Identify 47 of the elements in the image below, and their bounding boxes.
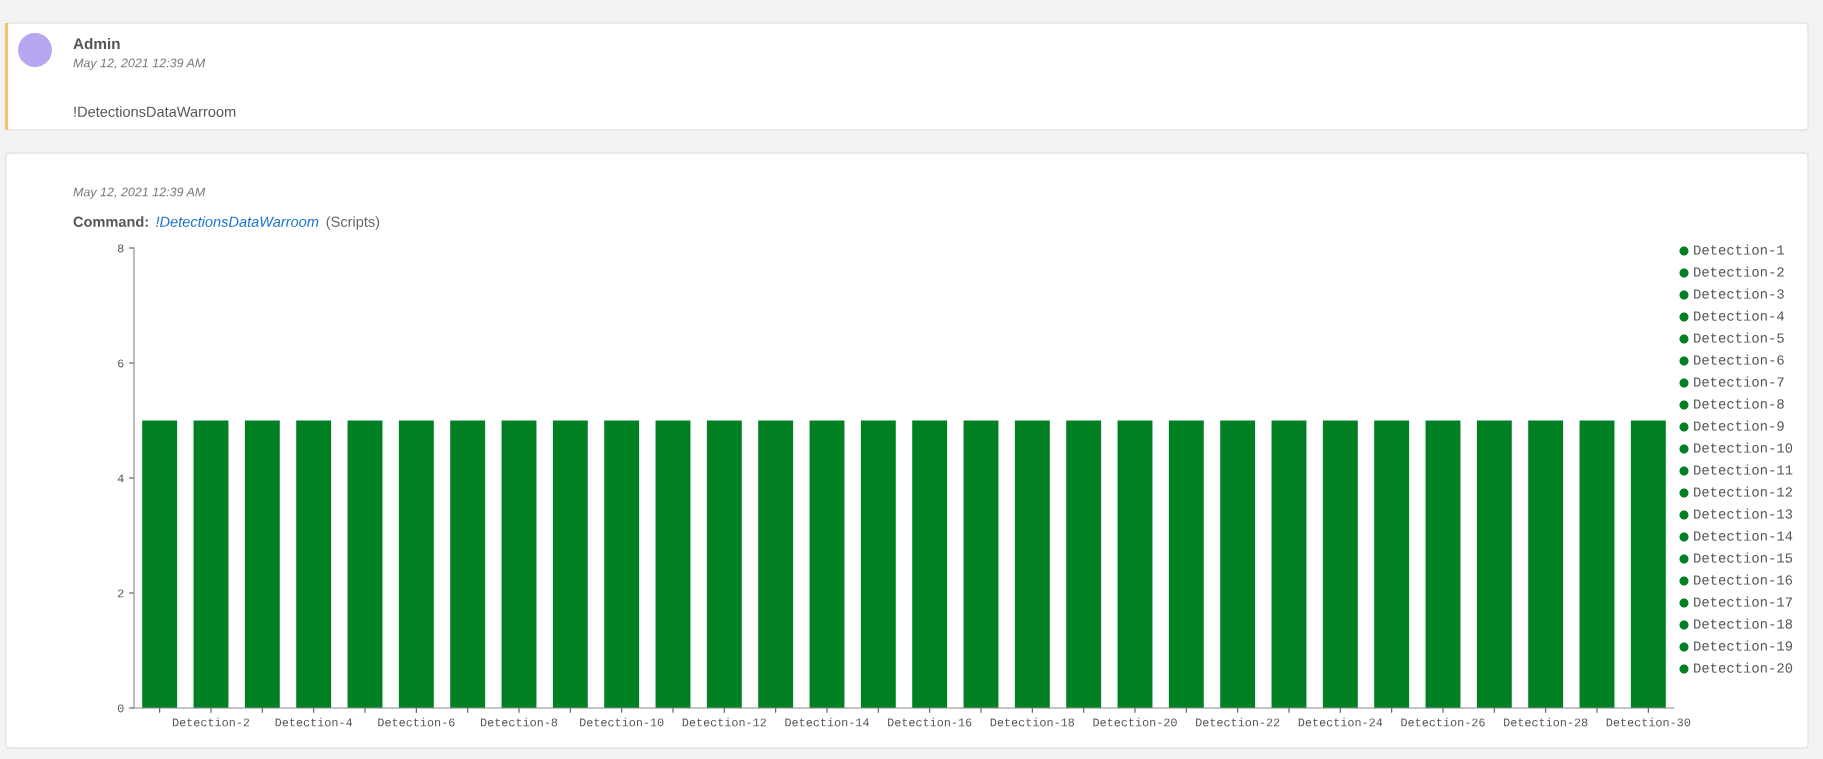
x-tick-label: Detection-4: [275, 717, 353, 727]
y-tick-label: 4: [117, 474, 124, 483]
legend-label: Detection-4: [1694, 310, 1784, 321]
legend-label: Detection-20: [1694, 662, 1793, 673]
text: (Scripts): [326, 216, 380, 230]
legend-label: Detection-15: [1694, 552, 1793, 563]
legend-label: Detection-1: [1694, 244, 1785, 255]
y-tick-label: 6: [118, 359, 124, 368]
y-tick-label: 0: [117, 704, 124, 713]
legend-label: Detection-8: [1694, 398, 1784, 409]
legend-label: Detection-17: [1694, 596, 1792, 607]
x-tick-label: Detection-28: [1504, 717, 1588, 727]
legend-label: Detection-3: [1694, 288, 1784, 299]
text: Command:: [73, 216, 148, 227]
legend-label: Detection-16: [1694, 574, 1793, 585]
text: May 12, 2021 12:39 AM: [73, 187, 206, 199]
x-tick-label: Detection-16: [888, 717, 972, 727]
legend-label: Detection-9: [1694, 420, 1784, 431]
x-tick-label: Detection-8: [480, 717, 558, 727]
text: !DetectionsDataWarroom: [156, 216, 319, 227]
legend-label: Detection-2: [1694, 266, 1784, 277]
legend-label: Detection-19: [1694, 640, 1793, 651]
legend-label: Detection-18: [1694, 618, 1793, 629]
x-tick-label: Detection-26: [1401, 717, 1485, 727]
y-tick-label: 2: [118, 589, 124, 598]
x-tick-label: Detection-30: [1606, 717, 1691, 727]
x-tick-label: Detection-14: [785, 717, 869, 727]
x-tick-label: Detection-2: [172, 717, 250, 727]
x-tick-label: Detection-18: [990, 717, 1075, 727]
x-tick-label: Detection-22: [1196, 717, 1280, 727]
legend-label: Detection-11: [1694, 464, 1793, 475]
text: !DetectionsDataWarroom: [74, 106, 236, 117]
legend-label: Detection-6: [1694, 354, 1784, 365]
legend-label: Detection-13: [1694, 508, 1793, 519]
x-tick-label: Detection-24: [1298, 717, 1383, 727]
legend-label: Detection-12: [1694, 486, 1793, 497]
legend-label: Detection-10: [1694, 442, 1793, 453]
text: May 12, 2021 12:39 AM: [73, 58, 206, 70]
x-tick-label: Detection-6: [378, 717, 455, 727]
y-tick-label: 8: [117, 244, 124, 253]
x-tick-label: Detection-10: [580, 717, 664, 727]
legend-label: Detection-7: [1694, 376, 1784, 387]
legend-label: Detection-5: [1694, 332, 1784, 343]
x-tick-label: Detection-20: [1093, 717, 1177, 727]
text: Admin: [73, 37, 120, 50]
x-tick-label: Detection-12: [682, 717, 766, 727]
legend-label: Detection-14: [1694, 530, 1793, 541]
